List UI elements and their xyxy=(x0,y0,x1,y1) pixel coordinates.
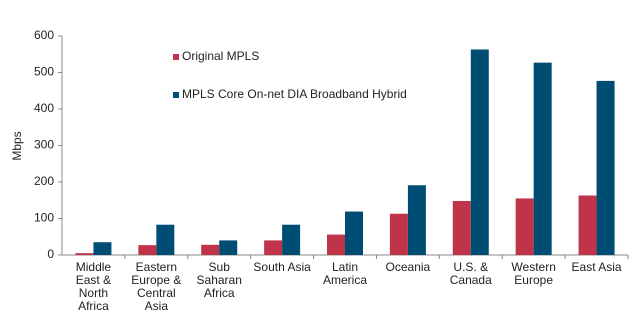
x-tick-label: Oceania xyxy=(385,260,431,274)
bar xyxy=(596,80,615,256)
y-tick-label: 200 xyxy=(34,174,54,188)
x-tick-label: Western Europe xyxy=(511,260,556,287)
y-tick-label: 100 xyxy=(34,211,54,225)
y-tick-label: 400 xyxy=(34,101,54,115)
y-tick-label: 300 xyxy=(34,138,54,152)
x-tick-label: Latin America xyxy=(322,260,367,287)
bar xyxy=(470,49,489,255)
x-tick-label: U.S. & Canada xyxy=(449,260,492,287)
bar xyxy=(327,234,345,255)
x-tick-label: Middle East & North Africa xyxy=(75,260,112,313)
bar xyxy=(282,224,301,255)
bar xyxy=(201,244,220,255)
y-tick-label: 600 xyxy=(34,28,54,42)
legend-label: MPLS Core On-net DIA Broadband Hybrid xyxy=(182,87,407,101)
y-tick-label: 500 xyxy=(34,65,54,79)
legend-swatch xyxy=(173,54,179,60)
bar xyxy=(93,242,112,255)
bar xyxy=(138,245,157,255)
bar xyxy=(219,240,238,255)
y-tick-label: 0 xyxy=(47,247,54,261)
bar xyxy=(75,253,94,255)
x-tick-label: East Asia xyxy=(571,260,622,274)
legend-label: Original MPLS xyxy=(182,49,259,63)
bar xyxy=(533,62,552,255)
legend-swatch xyxy=(173,92,179,98)
y-axis-label: Mbps xyxy=(10,131,24,160)
x-tick-label: Sub Saharan Africa xyxy=(196,260,242,300)
bar xyxy=(389,213,408,255)
bar xyxy=(407,185,426,255)
bar xyxy=(264,240,283,255)
x-tick-label: South Asia xyxy=(253,260,311,274)
bar xyxy=(452,200,471,255)
bar xyxy=(156,224,175,255)
bar xyxy=(515,198,534,255)
x-tick-label: Eastern Europe & Central Asia xyxy=(131,260,182,313)
bar xyxy=(578,195,597,255)
bar xyxy=(345,211,363,255)
